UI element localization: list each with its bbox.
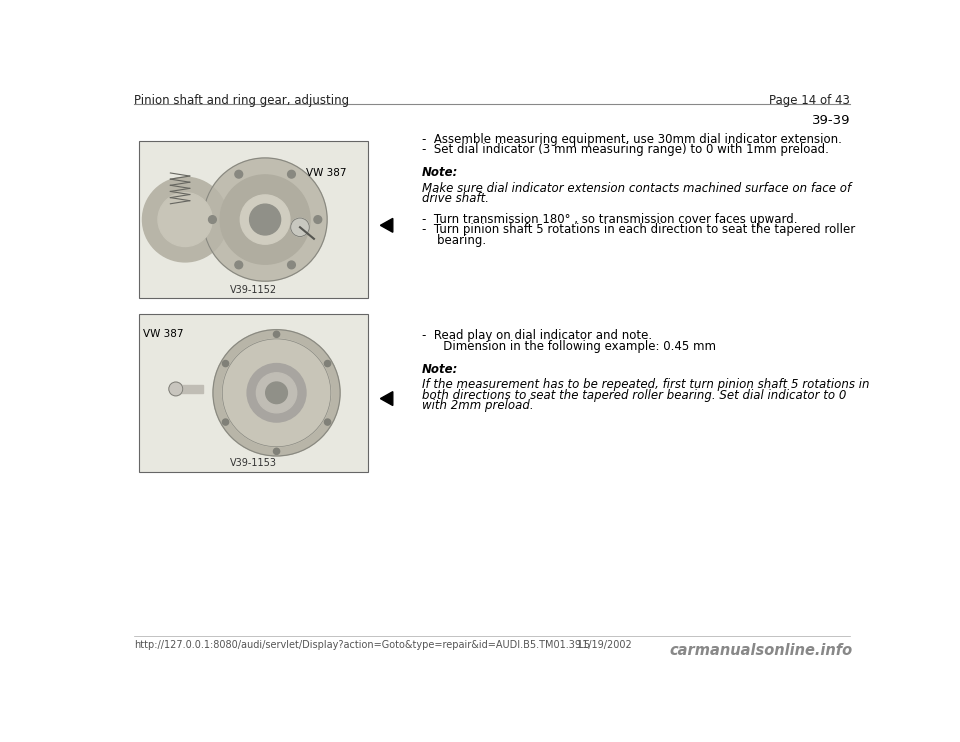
Text: carmanualsonline.info: carmanualsonline.info [669, 643, 852, 658]
Text: drive shaft.: drive shaft. [422, 192, 490, 206]
Text: -  Assemble measuring equipment, use 30mm dial indicator extension.: - Assemble measuring equipment, use 30mm… [422, 133, 842, 146]
Text: If the measurement has to be repeated, first turn pinion shaft 5 rotations in: If the measurement has to be repeated, f… [422, 378, 870, 391]
Circle shape [288, 261, 296, 269]
Circle shape [266, 382, 287, 404]
Text: -  Set dial indicator (3 mm measuring range) to 0 with 1mm preload.: - Set dial indicator (3 mm measuring ran… [422, 143, 829, 157]
Text: with 2mm preload.: with 2mm preload. [422, 399, 534, 412]
Text: Note:: Note: [422, 166, 459, 180]
Text: bearing.: bearing. [422, 234, 487, 247]
Circle shape [208, 216, 216, 223]
Text: VW 387: VW 387 [306, 168, 347, 177]
Text: -  Turn transmission 180° , so transmission cover faces upward.: - Turn transmission 180° , so transmissi… [422, 213, 798, 226]
Circle shape [324, 419, 330, 425]
Text: Page 14 of 43: Page 14 of 43 [769, 94, 850, 108]
Bar [139, 314, 368, 472]
Circle shape [223, 361, 228, 367]
Circle shape [223, 339, 331, 447]
Text: both directions to seat the tapered roller bearing. Set dial indicator to 0: both directions to seat the tapered roll… [422, 389, 847, 401]
Text: http://127.0.0.1:8080/audi/servlet/Display?action=Goto&type=repair&id=AUDI.B5.TM: http://127.0.0.1:8080/audi/servlet/Displ… [134, 640, 590, 650]
Circle shape [240, 195, 290, 244]
Circle shape [235, 261, 243, 269]
Circle shape [169, 382, 182, 396]
Text: -  Turn pinion shaft 5 rotations in each direction to seat the tapered roller: - Turn pinion shaft 5 rotations in each … [422, 223, 855, 237]
Circle shape [142, 177, 228, 262]
Text: Note:: Note: [422, 363, 459, 375]
Polygon shape [380, 218, 393, 232]
Bar [176, 385, 203, 393]
Circle shape [223, 419, 228, 425]
Circle shape [247, 364, 306, 422]
Circle shape [291, 218, 309, 237]
Text: V39-1153: V39-1153 [229, 458, 276, 468]
Circle shape [274, 331, 279, 338]
Circle shape [220, 175, 310, 264]
Text: V39-1152: V39-1152 [229, 285, 276, 295]
Circle shape [324, 361, 330, 367]
Circle shape [256, 372, 297, 413]
Text: -  Read play on dial indicator and note.: - Read play on dial indicator and note. [422, 329, 653, 342]
Text: VW 387: VW 387 [143, 329, 183, 339]
Text: 11/19/2002: 11/19/2002 [577, 640, 633, 650]
Circle shape [158, 193, 212, 246]
Circle shape [204, 158, 327, 281]
Circle shape [250, 204, 280, 235]
Text: Make sure dial indicator extension contacts machined surface on face of: Make sure dial indicator extension conta… [422, 182, 852, 195]
Text: Dimension in the following example: 0.45 mm: Dimension in the following example: 0.45… [432, 340, 715, 352]
Polygon shape [380, 392, 393, 406]
Circle shape [213, 329, 340, 456]
Text: 39-39: 39-39 [811, 114, 850, 127]
Circle shape [288, 171, 296, 178]
Circle shape [314, 216, 322, 223]
Bar [139, 141, 368, 298]
Text: Pinion shaft and ring gear, adjusting: Pinion shaft and ring gear, adjusting [134, 94, 349, 108]
Circle shape [235, 171, 243, 178]
Circle shape [274, 448, 279, 454]
